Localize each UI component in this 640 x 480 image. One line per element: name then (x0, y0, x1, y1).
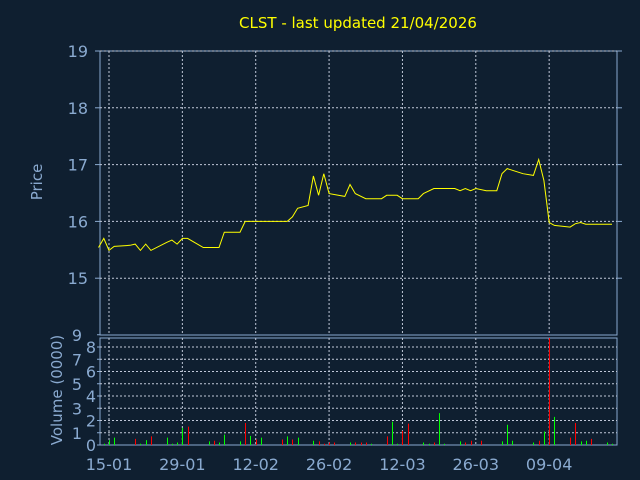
price-line (98, 157, 612, 252)
date-tick-label: 09-04 (526, 455, 573, 474)
volume-tick-label: 7 (72, 350, 82, 369)
volume-tick-label: 2 (86, 412, 96, 431)
volume-tick-label: 9 (72, 326, 82, 345)
date-tick-label: 29-01 (159, 455, 206, 474)
volume-tick-label: 0 (86, 436, 96, 455)
date-tick-label: 12-02 (232, 455, 279, 474)
price-tick-label: 17 (68, 156, 88, 175)
volume-plot-frame (99, 337, 618, 446)
volume-tick-label: 4 (86, 387, 96, 406)
chart-title: CLST - last updated 21/04/2026 (239, 14, 477, 32)
volume-tick-label: 8 (86, 338, 96, 357)
volume-tick-label: 5 (72, 375, 82, 394)
price-tick-label: 19 (68, 42, 88, 61)
date-tick-label: 26-02 (306, 455, 353, 474)
volume-tick-label: 6 (86, 363, 96, 382)
price-tick-label: 16 (68, 212, 88, 231)
price-tick-label: 18 (68, 99, 88, 118)
date-tick-label: 12-03 (379, 455, 426, 474)
price-plot-frame (99, 50, 618, 336)
date-tick-label: 15-01 (86, 455, 133, 474)
volume-tick-label: 1 (72, 424, 82, 443)
volume-tick-label: 3 (72, 399, 82, 418)
date-tick-label: 26-03 (453, 455, 500, 474)
price-tick-label: 15 (68, 269, 88, 288)
